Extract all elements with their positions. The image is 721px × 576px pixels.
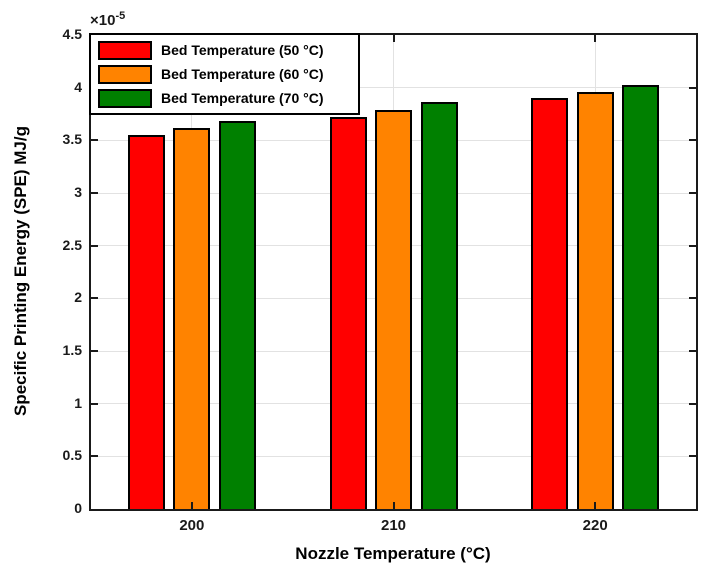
y-tick-mark-right [689, 455, 696, 458]
legend-label: Bed Temperature (60 °C) [161, 66, 324, 82]
x-tick-mark-top [594, 35, 597, 42]
y-tick-label: 1.5 [62, 342, 82, 358]
y-axis-multiplier: ×10-5 [90, 10, 125, 29]
plot-area: Bed Temperature (50 °C) Bed Temperature (… [89, 33, 698, 511]
legend-label: Bed Temperature (70 °C) [161, 90, 324, 106]
x-tick-mark-bottom [190, 502, 193, 509]
y-tick-mark-left [91, 192, 98, 194]
y-tick-label: 3 [74, 184, 82, 200]
x-tick-label: 210 [380, 517, 407, 534]
y-tick-mark-right [689, 192, 696, 194]
y-tick-mark-right [689, 86, 696, 89]
legend-item: Bed Temperature (50 °C) [91, 40, 358, 60]
x-tick-label: 200 [179, 517, 205, 534]
legend: Bed Temperature (50 °C) Bed Temperature (… [89, 33, 360, 115]
bar-220-series-3 [622, 84, 660, 509]
y-tick-mark-right [689, 139, 696, 142]
y-tick-label: 2 [74, 289, 82, 306]
bar-200-series-1 [127, 135, 165, 509]
y-tick-mark-left [91, 244, 98, 247]
bar-210-series-2 [375, 109, 412, 509]
y-tick-label: 3.5 [62, 131, 82, 148]
bar-200-series-3 [218, 121, 256, 509]
y-axis-label: Specific Printing Energy (SPE) MJ/g [11, 126, 30, 416]
y-tick-label: 4.5 [62, 26, 82, 42]
bar-210-series-1 [329, 117, 367, 509]
y-tick-mark-left [91, 402, 98, 405]
bar-200-series-2 [173, 127, 211, 509]
y-tick-label: 4 [74, 78, 82, 95]
y-tick-label: 1 [74, 394, 82, 411]
x-tick-mark-bottom [594, 502, 597, 509]
y-tick-label: 0.5 [62, 447, 82, 464]
x-tick-mark-top [392, 35, 395, 42]
legend-swatch [98, 40, 152, 60]
y-tick-mark-left [91, 455, 98, 458]
x-tick-label: 220 [582, 517, 608, 534]
y-tick-mark-left [91, 350, 98, 352]
legend-swatch [98, 64, 152, 84]
legend-label: Bed Temperature (50 °C) [161, 42, 324, 58]
y-tick-mark-right [689, 402, 696, 405]
y-tick-label: 2.5 [62, 236, 82, 253]
bar-220-series-2 [576, 91, 614, 509]
legend-swatch [98, 88, 152, 108]
y-tick-mark-left [91, 297, 98, 300]
y-tick-mark-right [689, 244, 696, 247]
y-tick-mark-right [689, 350, 696, 352]
y-tick-mark-left [91, 139, 98, 142]
y-tick-label: 0 [74, 500, 82, 516]
bar-210-series-3 [420, 102, 458, 509]
y-tick-mark-right [689, 297, 696, 300]
legend-item: Bed Temperature (70 °C) [91, 88, 358, 108]
bar-220-series-1 [531, 98, 569, 509]
x-tick-mark-bottom [392, 502, 395, 509]
x-axis-label: Nozzle Temperature (°C) [295, 544, 491, 563]
y-axis-multiplier-exponent: -5 [115, 10, 126, 22]
legend-item: Bed Temperature (60 °C) [91, 64, 358, 84]
y-axis-multiplier-base: ×10 [90, 12, 116, 29]
